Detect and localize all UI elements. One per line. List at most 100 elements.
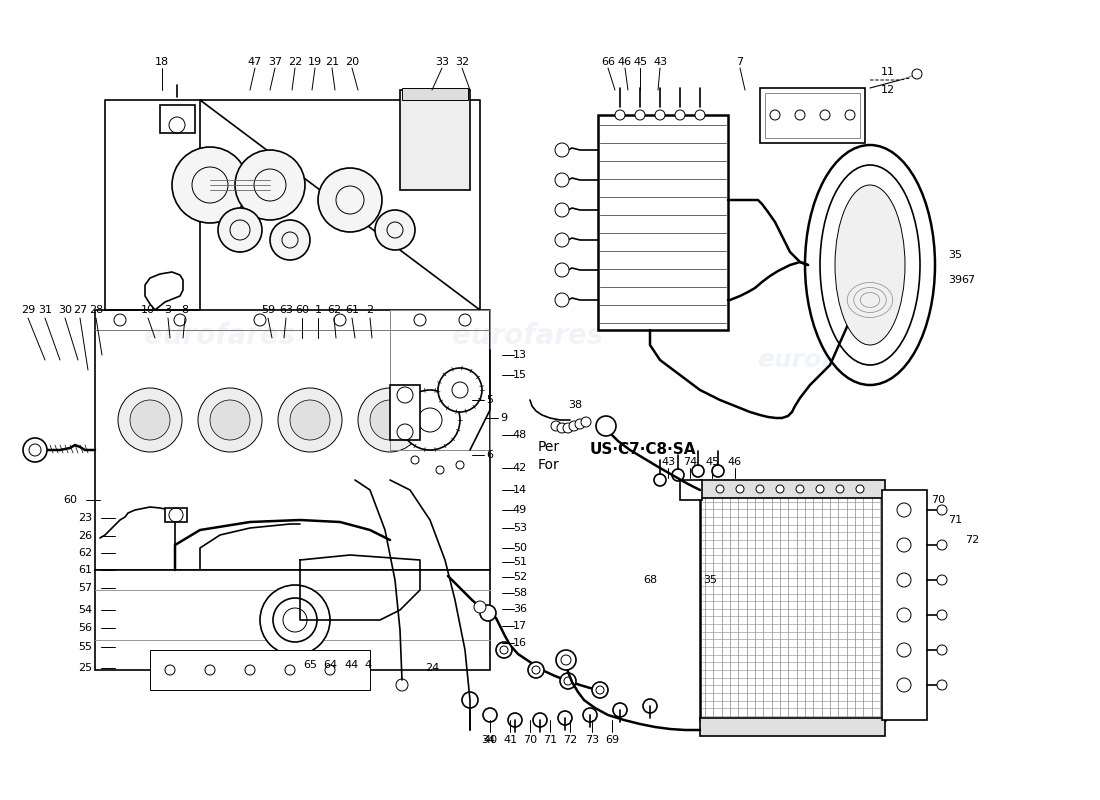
- Text: 32: 32: [455, 57, 469, 67]
- Text: 54: 54: [78, 605, 92, 615]
- Circle shape: [358, 388, 422, 452]
- Text: 43: 43: [653, 57, 667, 67]
- Circle shape: [756, 485, 764, 493]
- Circle shape: [210, 400, 250, 440]
- Text: 58: 58: [513, 588, 527, 598]
- Text: 30: 30: [58, 305, 72, 315]
- Text: 66: 66: [601, 57, 615, 67]
- Text: 62: 62: [327, 305, 341, 315]
- Circle shape: [172, 147, 248, 223]
- Circle shape: [532, 666, 540, 674]
- Text: 71: 71: [543, 735, 557, 745]
- Circle shape: [273, 598, 317, 642]
- Circle shape: [438, 368, 482, 412]
- Text: eurofares: eurofares: [757, 348, 893, 372]
- Text: 11: 11: [881, 67, 895, 77]
- Text: 71: 71: [948, 515, 962, 525]
- Text: 33: 33: [434, 57, 449, 67]
- Text: 51: 51: [513, 557, 527, 567]
- Bar: [760, 88, 865, 143]
- Text: 15: 15: [513, 370, 527, 380]
- Circle shape: [675, 110, 685, 120]
- Text: 65: 65: [302, 660, 317, 670]
- Circle shape: [480, 605, 496, 621]
- Bar: [95, 570, 490, 670]
- Circle shape: [896, 538, 911, 552]
- Text: 7: 7: [736, 57, 744, 67]
- Circle shape: [483, 708, 497, 722]
- Text: 42: 42: [513, 463, 527, 473]
- Text: 35: 35: [703, 575, 717, 585]
- Circle shape: [856, 485, 864, 493]
- Circle shape: [452, 382, 468, 398]
- Text: 22: 22: [288, 57, 302, 67]
- Circle shape: [270, 220, 310, 260]
- Circle shape: [816, 485, 824, 493]
- Text: 38: 38: [568, 400, 582, 410]
- Text: 70: 70: [931, 495, 945, 505]
- Circle shape: [776, 485, 784, 493]
- Circle shape: [820, 110, 830, 120]
- Text: 55: 55: [78, 642, 92, 652]
- Text: 23: 23: [78, 513, 92, 523]
- Circle shape: [937, 575, 947, 585]
- Text: 60: 60: [63, 495, 77, 505]
- Text: 59: 59: [261, 305, 275, 315]
- Text: 25: 25: [78, 663, 92, 673]
- Circle shape: [592, 682, 608, 698]
- Text: 74: 74: [683, 457, 697, 467]
- Bar: [764, 93, 860, 138]
- Text: 44: 44: [345, 660, 359, 670]
- Circle shape: [418, 408, 442, 432]
- Circle shape: [260, 585, 330, 655]
- Text: 39: 39: [948, 275, 962, 285]
- Text: US·C7·C8·SA: US·C7·C8·SA: [590, 442, 696, 457]
- Circle shape: [114, 314, 126, 326]
- Bar: [160, 105, 195, 133]
- Text: 70: 70: [522, 735, 537, 745]
- Text: 21: 21: [324, 57, 339, 67]
- Circle shape: [459, 314, 471, 326]
- Circle shape: [508, 713, 522, 727]
- Text: 48: 48: [513, 430, 527, 440]
- Circle shape: [290, 400, 330, 440]
- Circle shape: [23, 438, 47, 462]
- Bar: [390, 385, 420, 440]
- Circle shape: [654, 110, 666, 120]
- Circle shape: [456, 461, 464, 469]
- Circle shape: [414, 314, 426, 326]
- Circle shape: [411, 456, 419, 464]
- Circle shape: [836, 485, 844, 493]
- Text: 1: 1: [315, 305, 321, 315]
- Circle shape: [556, 263, 569, 277]
- Circle shape: [937, 680, 947, 690]
- Circle shape: [556, 143, 569, 157]
- Circle shape: [556, 650, 576, 670]
- Text: 36: 36: [513, 604, 527, 614]
- Text: 9: 9: [500, 413, 507, 423]
- Bar: [150, 650, 370, 690]
- Circle shape: [534, 713, 547, 727]
- Ellipse shape: [835, 185, 905, 345]
- Circle shape: [615, 110, 625, 120]
- Text: 40: 40: [483, 735, 497, 745]
- Text: Per: Per: [538, 440, 560, 454]
- Circle shape: [334, 314, 346, 326]
- Text: 37: 37: [268, 57, 282, 67]
- Text: 53: 53: [513, 523, 527, 533]
- Circle shape: [937, 540, 947, 550]
- Bar: [680, 480, 702, 500]
- Circle shape: [581, 417, 591, 427]
- Bar: [700, 480, 886, 498]
- Text: 41: 41: [503, 735, 517, 745]
- Circle shape: [474, 601, 486, 613]
- Circle shape: [400, 390, 460, 450]
- Circle shape: [716, 485, 724, 493]
- Bar: [700, 718, 886, 736]
- Text: 69: 69: [605, 735, 619, 745]
- Circle shape: [613, 703, 627, 717]
- Circle shape: [254, 314, 266, 326]
- Text: 60: 60: [295, 305, 309, 315]
- Text: 56: 56: [78, 623, 92, 633]
- Ellipse shape: [805, 145, 935, 385]
